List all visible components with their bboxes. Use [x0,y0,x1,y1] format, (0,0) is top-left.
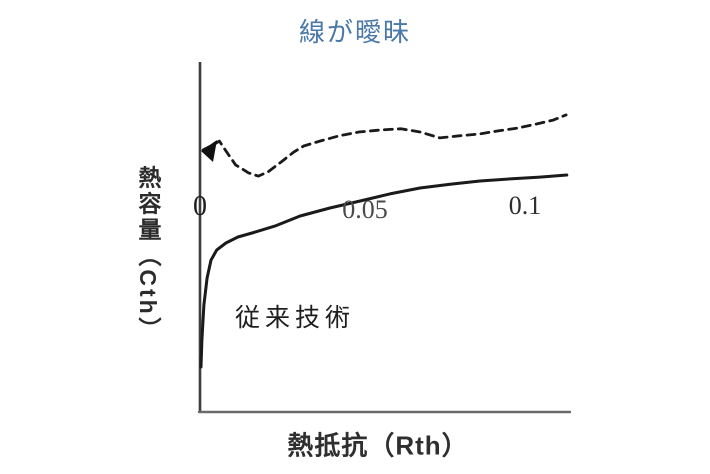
x-tick-01: 0.1 [508,191,542,220]
series-annotation: 従来技術 [234,304,356,332]
y-axis-label: 熱容量（Cth） [135,165,161,343]
x-axis-label: 熱抵抗（Rth） [287,430,469,461]
dashed-curve-arrowhead-icon [201,140,217,162]
chart-title: 線が曖昧 [298,17,411,47]
dashed-curve [201,113,568,178]
x-tick-0: 0 [193,191,207,222]
solid-curve [199,173,569,369]
x-tick-005: 0.05 [342,195,388,224]
